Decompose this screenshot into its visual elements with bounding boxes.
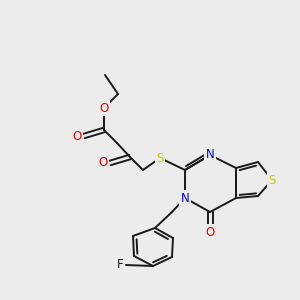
Text: N: N [206,148,214,161]
Text: O: O [99,157,108,169]
Text: O: O [99,101,109,115]
Text: S: S [156,152,164,164]
Text: N: N [181,191,189,205]
Text: S: S [268,173,276,187]
Text: O: O [206,226,214,238]
Text: F: F [117,259,124,272]
Text: O: O [73,130,82,142]
